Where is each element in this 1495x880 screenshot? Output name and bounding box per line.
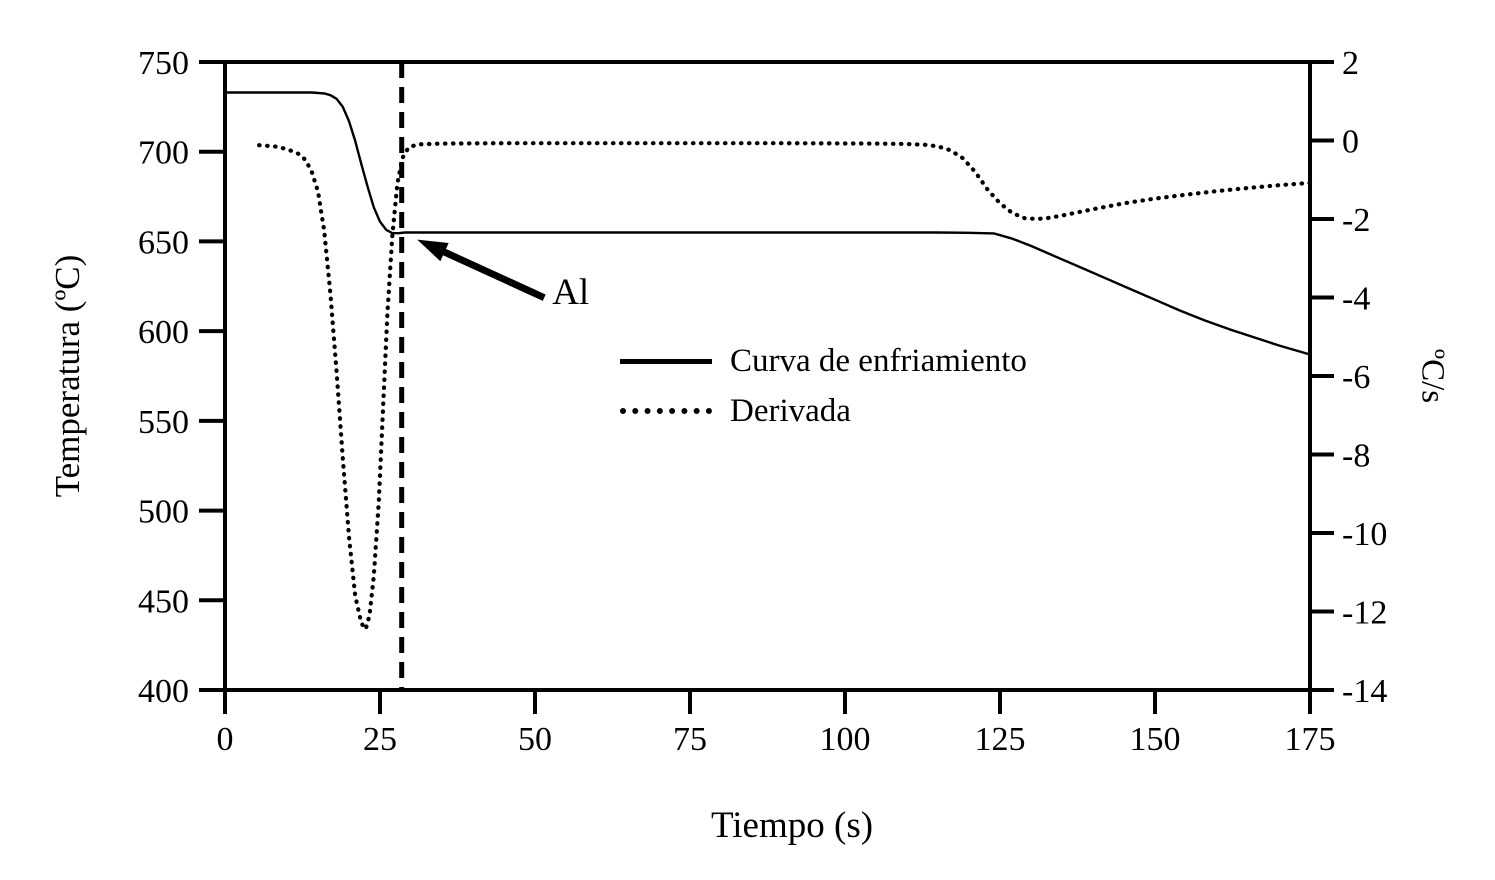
y-axis-label-left: Temperatura (ºC): [48, 254, 87, 498]
y-axis-right-tick-label: -10: [1342, 516, 1387, 553]
annotation-al-label: Al: [552, 271, 590, 313]
x-axis-tick-label: 125: [975, 721, 1026, 758]
y-axis-right-tick-label: -14: [1342, 673, 1387, 710]
x-axis-label: Tiempo (s): [710, 805, 874, 846]
x-axis-tick-label: 100: [820, 721, 871, 758]
legend-item-derivative: Derivada: [620, 388, 1027, 434]
x-axis-tick-label: 25: [363, 721, 397, 758]
y-axis-right-tick-label: -12: [1342, 595, 1387, 632]
annotation-arrowhead: [417, 239, 449, 262]
x-axis-tick-label: 150: [1130, 721, 1181, 758]
legend-label-cooling-curve: Curva de enfriamiento: [730, 342, 1027, 379]
y-axis-right-tick-label: 0: [1342, 124, 1359, 161]
y-axis-left-tick-label: 450: [138, 583, 189, 620]
y-axis-left-tick-label: 500: [138, 494, 189, 531]
y-axis-left-tick-label: 550: [138, 404, 189, 441]
y-axis-right-tick-label: -2: [1342, 202, 1370, 239]
y-axis-left-tick-label: 400: [138, 673, 189, 710]
series-cooling-curve: [225, 91, 1311, 356]
y-axis-left-tick-label: 700: [138, 135, 189, 172]
y-axis-right-tick-label: -8: [1342, 438, 1370, 475]
y-axis-label-right: ºC/s: [1414, 348, 1451, 404]
legend: Curva de enfriamiento Derivada: [620, 338, 1027, 434]
x-axis-tick-label: 0: [217, 721, 234, 758]
y-axis-left-tick-label: 600: [138, 314, 189, 351]
x-axis-tick-label: 175: [1285, 721, 1336, 758]
x-axis-tick-label: 50: [518, 721, 552, 758]
solid-line-icon: [620, 358, 712, 364]
legend-label-derivative: Derivada: [730, 392, 851, 429]
y-axis-right-tick-label: 2: [1342, 45, 1359, 82]
y-axis-right-tick-label: -6: [1342, 359, 1370, 396]
x-axis-tick-label: 75: [673, 721, 707, 758]
annotation-arrow: [433, 244, 546, 301]
dotted-line-icon: [620, 408, 712, 414]
y-axis-left-tick-label: 750: [138, 45, 189, 82]
series-derivative: [257, 141, 1313, 634]
legend-item-cooling-curve: Curva de enfriamiento: [620, 338, 1027, 384]
y-axis-right-tick-label: -4: [1342, 281, 1370, 318]
y-axis-left-tick-label: 650: [138, 224, 189, 261]
